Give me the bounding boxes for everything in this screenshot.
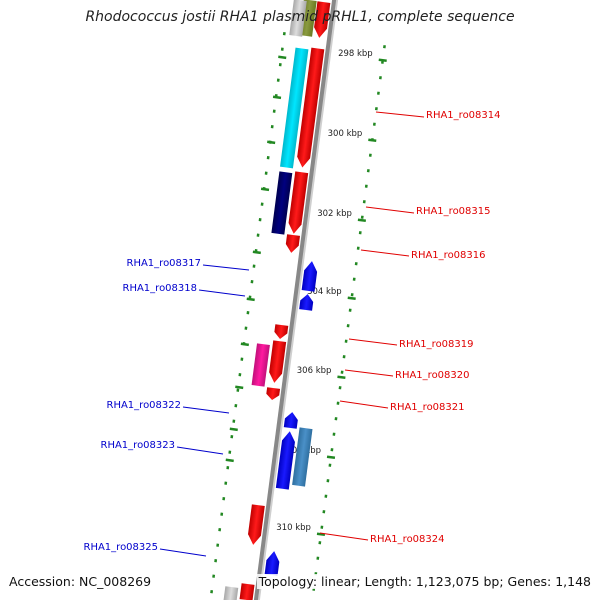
- gene-block-ro08316: [285, 234, 300, 253]
- gene-block-shape: [289, 0, 307, 37]
- scale-major-tick: [337, 375, 346, 379]
- gene-label: RHA1_ro08316: [411, 250, 486, 261]
- domain-block-ro08320-shape: [251, 343, 270, 387]
- gene-label: RHA1_ro08319: [399, 339, 474, 350]
- scale-track-right-tick: [225, 458, 234, 463]
- scale-major-tick: [316, 532, 326, 536]
- scale-major-tick: [368, 138, 377, 142]
- gene-label-leader: [348, 338, 398, 346]
- gene-block-ro08315-shape: [288, 171, 309, 234]
- gene-block: [314, 1, 331, 38]
- gene-label: RHA1_ro08315: [416, 206, 491, 217]
- scale-track-right-tick: [267, 140, 276, 145]
- scale-label: 302 kbp: [317, 209, 352, 219]
- gene-block-ro08314-shape: [297, 47, 325, 168]
- gene-label: RHA1_ro08317: [127, 258, 202, 269]
- gene-block-ro08319-shape: [274, 324, 289, 339]
- scale-major-tick: [378, 58, 387, 62]
- gene-label-leader: [319, 532, 369, 541]
- scale-label: 310 kbp: [276, 523, 311, 533]
- gene-block: [223, 586, 239, 600]
- gene-block-ro08317: [301, 261, 318, 292]
- gene-label: RHA1_ro08321: [390, 402, 465, 413]
- sequence-backbone: [253, 0, 337, 600]
- gene-block-ro08324-shape: [248, 504, 265, 545]
- domain-block-ro08323: [292, 427, 313, 487]
- gene-block-ro08323-shape: [275, 431, 295, 490]
- scale-major-tick: [347, 296, 356, 300]
- gene-label: RHA1_ro08324: [370, 534, 445, 545]
- map-title: Rhodococcus jostii RHA1 plasmid pRHL1, c…: [85, 9, 515, 25]
- gene-label: RHA1_ro08323: [101, 440, 176, 451]
- gene-block-ro08319: [274, 324, 289, 339]
- gene-label-leader: [176, 446, 224, 455]
- scale-major-tick: [326, 455, 336, 459]
- scale-track-right-tick: [278, 55, 287, 60]
- gene-block-ro08325: [264, 551, 280, 576]
- gene-block-ro08318: [299, 294, 314, 311]
- gene-block-ro08322-shape: [283, 412, 298, 429]
- accession-label: Accession: NC_008269: [9, 574, 152, 589]
- summary-label: Topology: linear; Length: 1,123,075 bp; …: [256, 574, 591, 589]
- domain-block-ro08314-shape: [280, 47, 309, 169]
- gene-label-leader: [202, 264, 250, 271]
- scale-label: 306 kbp: [297, 366, 332, 376]
- domain-block-ro08315: [271, 171, 293, 235]
- gene-block-ro08318-shape: [299, 294, 314, 311]
- gene-block: [239, 583, 255, 600]
- gene-label-leader: [198, 289, 246, 297]
- gene-label: RHA1_ro08320: [395, 370, 470, 381]
- scale-track-right-tick: [246, 297, 255, 302]
- scale-track-right-tick: [272, 95, 282, 100]
- gene-block: [289, 0, 307, 37]
- scale-track-right-tick: [260, 187, 270, 192]
- scale-track-right-tick: [252, 250, 261, 255]
- gene-label-leader: [182, 406, 230, 414]
- gene-label-leader: [375, 111, 425, 118]
- domain-block-ro08314: [280, 47, 309, 169]
- gene-label-leader: [365, 206, 415, 214]
- gene-label-leader: [344, 369, 394, 377]
- gene-block-ro08324: [248, 504, 265, 545]
- gene-label-leader: [159, 548, 207, 557]
- gene-block-ro08322: [283, 412, 298, 429]
- gene-block-ro08314: [297, 47, 325, 168]
- gene-block-ro08321: [266, 387, 281, 400]
- scale-label: 304 kbp: [307, 287, 342, 297]
- gene-block-shape: [314, 1, 331, 38]
- scale-major-tick: [357, 218, 366, 222]
- gene-block-ro08320-shape: [269, 340, 287, 383]
- domain-block-ro08323-shape: [292, 427, 313, 487]
- gene-label-leader: [360, 249, 410, 257]
- gene-label: RHA1_ro08314: [426, 110, 501, 121]
- gene-block-ro08323: [275, 431, 295, 490]
- gene-block-ro08315: [288, 171, 309, 234]
- scale-label: 300 kbp: [328, 129, 363, 139]
- gene-label-leader: [339, 400, 389, 409]
- scale-label: 298 kbp: [338, 49, 373, 59]
- gene-block-ro08316-shape: [285, 234, 300, 253]
- gene-block-shape: [223, 586, 239, 600]
- scale-track-right-tick: [240, 342, 249, 347]
- domain-block-ro08320: [251, 343, 270, 387]
- gene-block-ro08317-shape: [301, 261, 318, 292]
- gene-block-ro08325-shape: [264, 551, 280, 576]
- gene-label: RHA1_ro08325: [84, 542, 159, 553]
- scale-track-right-tick: [229, 427, 238, 432]
- gene-label: RHA1_ro08318: [123, 283, 198, 294]
- gene-block-ro08320: [269, 340, 287, 383]
- gene-block-ro08321-shape: [266, 387, 281, 400]
- scale-track-right-tick: [235, 385, 244, 390]
- gene-label: RHA1_ro08322: [107, 400, 182, 411]
- domain-block-ro08315-shape: [271, 171, 293, 235]
- gene-block-shape: [239, 583, 255, 600]
